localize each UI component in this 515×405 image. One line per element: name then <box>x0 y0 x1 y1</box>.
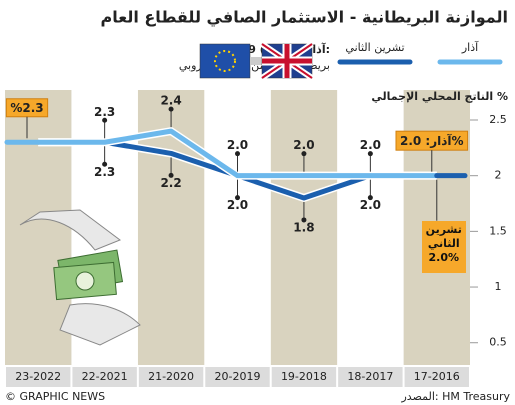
flags-icon <box>199 41 314 81</box>
value-label: 2.2 <box>160 176 181 190</box>
y-axis-label: الناتج المحلي الإجمالي % <box>371 90 508 103</box>
leader-dot <box>301 151 307 157</box>
leader-dot <box>102 161 108 167</box>
x-tick-label: 17-2016 <box>414 370 460 383</box>
series-line <box>38 128 437 179</box>
y-tick-label: 2 <box>495 169 502 182</box>
category-cell <box>6 367 71 387</box>
leader-dot <box>168 106 174 112</box>
leader-dot <box>168 172 174 178</box>
y-tick-label: 0.5 <box>489 336 507 349</box>
column <box>204 90 271 365</box>
legend-label: آذار <box>461 40 479 54</box>
value-label-box: تشرين الثاني %2.0 <box>421 220 466 273</box>
value-label: 2.0 <box>360 198 381 212</box>
leader-dot <box>301 217 307 223</box>
leader-dot <box>235 151 240 157</box>
value-label: 2.3 <box>94 165 115 179</box>
y-tick-label: 1.5 <box>489 224 507 237</box>
legend-label: تشرين الثاني <box>345 41 404 54</box>
money-hands-icon <box>19 209 141 346</box>
category-cell <box>205 367 270 387</box>
value-label: 2.3 <box>94 105 115 119</box>
chart-title: الموازنة البريطانية - الاستثمار الصافي ل… <box>101 8 508 28</box>
value-label: 1.8 <box>293 220 314 234</box>
value-label: 2.0 <box>293 138 314 152</box>
leader-dot <box>367 195 373 201</box>
x-tick-label: 20-2019 <box>215 370 261 383</box>
value-label: 2.0 <box>360 138 381 152</box>
value-label: تشرين الثاني %2.0 <box>421 220 466 273</box>
category-cell <box>404 367 469 387</box>
credit: © GRAPHIC NEWS <box>5 390 105 403</box>
value-label: %2.3 <box>10 101 43 115</box>
y-tick-label: 2.5 <box>489 113 507 126</box>
value-label: آذار: 2.0% <box>400 133 464 148</box>
value-label: 2.0 <box>227 198 248 212</box>
category-cell <box>271 367 337 387</box>
leader-dot <box>102 117 108 123</box>
x-tick-label: 21-2020 <box>148 370 194 383</box>
leader-dot <box>367 151 373 157</box>
x-tick-label: 23-2022 <box>15 370 61 383</box>
category-cell <box>138 367 204 387</box>
category-cell <box>338 367 403 387</box>
y-tick-label: 1 <box>495 280 502 293</box>
value-label: 2.4 <box>160 94 181 108</box>
x-tick-label: 19-2018 <box>281 370 327 383</box>
x-tick-label: 18-2017 <box>347 370 393 383</box>
plot: 17-2016 18-2017 19-2018 20-2019 21-2020 22-20… <box>4 40 508 383</box>
value-label: 2.0 <box>227 138 248 152</box>
column <box>337 90 404 365</box>
leader-dot <box>235 195 240 201</box>
column <box>270 90 338 365</box>
source: المصدر: HM Treasury <box>401 390 511 403</box>
category-cell <box>72 367 137 387</box>
x-tick-label: 22-2021 <box>82 370 128 383</box>
column <box>5 90 72 365</box>
